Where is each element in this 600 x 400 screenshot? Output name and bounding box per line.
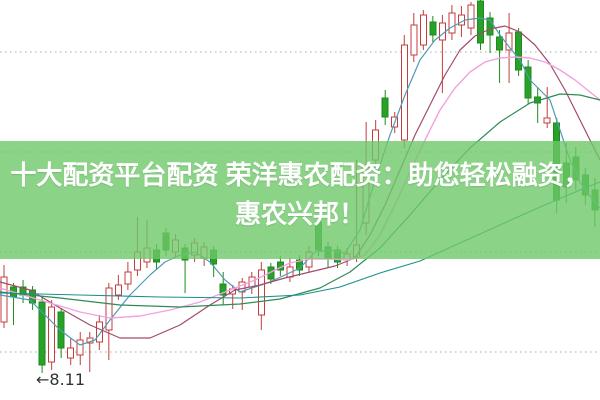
candle-up (257, 269, 265, 316)
candle-up (505, 32, 513, 51)
candle-up (419, 14, 427, 46)
candle-up (410, 24, 418, 56)
promo-banner-line2: 惠农兴邦！ (234, 199, 365, 229)
candle-up (467, 4, 475, 29)
candle-up (438, 22, 446, 41)
candle-up (400, 44, 408, 141)
candle-up (0, 276, 8, 323)
candle-up (114, 284, 122, 296)
promo-banner: 十大配资平台配资 荣洋惠农配资：助您轻松融资， 惠农兴邦！ (0, 141, 600, 259)
candle-up (448, 12, 456, 34)
candle-down (219, 283, 227, 296)
candle-down (524, 66, 532, 99)
candle-down (515, 31, 523, 71)
candle-down (38, 301, 46, 366)
candle-up (76, 339, 84, 356)
candle-up (67, 347, 75, 359)
promo-banner-line1: 十大配资平台配资 荣洋惠农配资：助您轻松融资， (10, 160, 590, 190)
candle-up (543, 117, 551, 124)
candle-down (429, 21, 437, 36)
candle-down (381, 97, 389, 118)
candle-up (95, 321, 103, 343)
candle-down (486, 17, 494, 36)
candle-up (105, 287, 113, 331)
candle-up (124, 271, 132, 285)
candle-up (48, 306, 56, 363)
low-price-label: ←8.11 (36, 370, 85, 389)
candle-down (477, 0, 484, 44)
candle-down (496, 36, 504, 51)
candle-down (57, 311, 65, 349)
